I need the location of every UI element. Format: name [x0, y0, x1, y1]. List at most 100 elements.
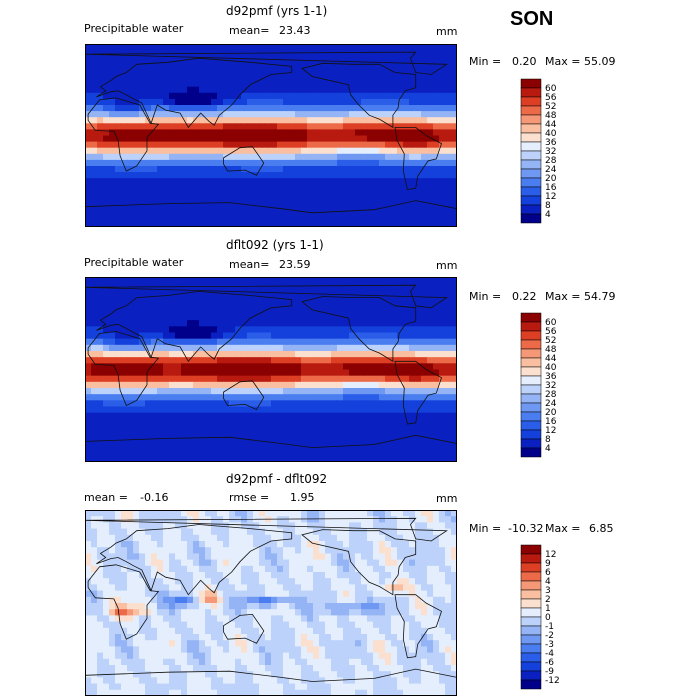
panel-3-field-cell	[301, 603, 308, 610]
panel-1-field-cell	[223, 159, 230, 167]
panel-3-field-cell	[427, 615, 434, 623]
panel-1-field-cell	[385, 196, 392, 204]
panel-2-field-cell	[205, 295, 212, 303]
panel-1-field-cell	[193, 68, 200, 76]
panel-1-field-cell	[175, 159, 182, 167]
panel-2-field-cell	[451, 326, 457, 334]
panel-1-field-cell	[391, 44, 398, 51]
panel-2-field-cell	[289, 301, 296, 309]
panel-3-field-cell	[439, 578, 446, 585]
panel-3-field-cell	[307, 522, 314, 530]
panel-3-field-cell	[445, 572, 452, 579]
panel-2-field-cell	[175, 449, 182, 457]
panel-2-field-cell	[421, 406, 428, 414]
panel-2-field-cell	[313, 363, 320, 371]
panel-1-field-cell	[169, 62, 176, 69]
panel-3-field-cell	[349, 609, 356, 616]
panel-1-field-cell	[337, 56, 344, 63]
panel-2-field-cell	[109, 406, 116, 414]
panel-3-field-cell	[373, 565, 380, 573]
panel-1-field-cell	[211, 190, 218, 198]
panel-2-field-cell	[295, 289, 302, 297]
panel-2-field-cell	[181, 449, 188, 457]
panel-3-field-cell	[127, 541, 134, 548]
panel-1-field-cell	[235, 68, 242, 76]
panel-1-field-cell	[367, 147, 374, 155]
panel-2-field-cell	[253, 369, 260, 377]
panel-3-field-cell	[121, 621, 128, 629]
panel-3-field-cell	[421, 578, 428, 585]
panel-3-field-cell	[85, 609, 92, 616]
panel-2-field-cell	[361, 320, 368, 327]
panel-1-field-cell	[361, 56, 368, 63]
panel-3-field-cell	[421, 590, 428, 598]
panel-3-field-cell	[343, 572, 350, 579]
panel-1-field-cell	[193, 129, 200, 137]
panel-3-field-cell	[283, 596, 290, 604]
panel-3-field-cell	[175, 596, 182, 604]
panel-1-field-cell	[229, 105, 236, 112]
panel-3-field-cell	[181, 510, 188, 517]
panel-3-field-cell	[427, 578, 434, 585]
panel-2-field-cell	[355, 388, 362, 395]
panel-2-field-cell	[301, 301, 308, 309]
panel-2-field-cell	[259, 320, 266, 327]
panel-1-field-cell	[247, 159, 254, 167]
panel-2-field-cell	[259, 394, 266, 401]
panel-1-field-cell	[121, 166, 128, 173]
panel-1-field-cell	[181, 147, 188, 155]
panel-2-field-cell	[361, 277, 368, 284]
panel-3-field-cell	[421, 615, 428, 623]
panel-1-field-cell	[211, 123, 218, 130]
panel-3-field-cell	[421, 572, 428, 579]
panel-1-field-cell	[115, 44, 122, 51]
panel-2-field-cell	[379, 381, 386, 389]
panel-3-field-cell	[313, 534, 320, 542]
panel-3-field-cell	[319, 572, 326, 579]
panel-1-field-cell	[319, 153, 326, 161]
panel-2-field-cell	[265, 283, 272, 290]
panel-2-field-cell	[265, 437, 272, 445]
panel-2-field-cell	[409, 437, 416, 445]
panel-3-field-cell	[289, 516, 296, 523]
panel-2-field-cell	[385, 381, 392, 389]
panel-2-field-cell	[235, 314, 242, 321]
panel-2-field-cell	[313, 295, 320, 303]
panel-2-field-cell	[157, 326, 164, 334]
panel-1-field-cell	[145, 86, 152, 94]
panel-1-field-cell	[355, 86, 362, 94]
panel-1-field-cell	[163, 68, 170, 76]
panel-1-field-cell	[217, 98, 224, 106]
panel-2-field-cell	[175, 301, 182, 309]
panel-2-field-cell	[103, 406, 110, 414]
panel-2-field-cell	[355, 344, 362, 352]
panel-1-field-cell	[313, 98, 320, 106]
panel-2-field-cell	[169, 388, 176, 395]
panel-1-field-cell	[271, 172, 278, 179]
panel-1-field-cell	[217, 202, 224, 210]
panel-1-field-cell	[439, 153, 446, 161]
panel-2-colorbar-cell-8	[520, 375, 542, 386]
panel-2-field-cell	[289, 381, 296, 389]
panel-2-field-cell	[427, 314, 434, 321]
panel-1-field-cell	[433, 178, 440, 185]
panel-1-field-cell	[205, 74, 212, 82]
panel-2-field-cell	[205, 449, 212, 457]
panel-1-field-cell	[223, 196, 230, 204]
panel-3-field-cell	[103, 553, 110, 561]
panel-1-field-cell	[343, 92, 350, 100]
panel-1-field-cell	[229, 74, 236, 82]
panel-1-field-cell	[355, 123, 362, 130]
panel-3-field-cell	[391, 578, 398, 585]
panel-1-field-cell	[103, 147, 110, 155]
panel-1-field-cell	[295, 123, 302, 130]
panel-3-field-cell	[133, 590, 140, 598]
panel-1-field-cell	[313, 147, 320, 155]
panel-3-field-cell	[361, 516, 368, 523]
panel-3-field-cell	[175, 510, 182, 517]
panel-2-field-cell	[133, 320, 140, 327]
panel-2-field-cell	[205, 369, 212, 377]
panel-2-coastline-africa	[87, 331, 160, 407]
panel-2-field-cell	[127, 295, 134, 303]
panel-1-field-cell	[295, 178, 302, 185]
